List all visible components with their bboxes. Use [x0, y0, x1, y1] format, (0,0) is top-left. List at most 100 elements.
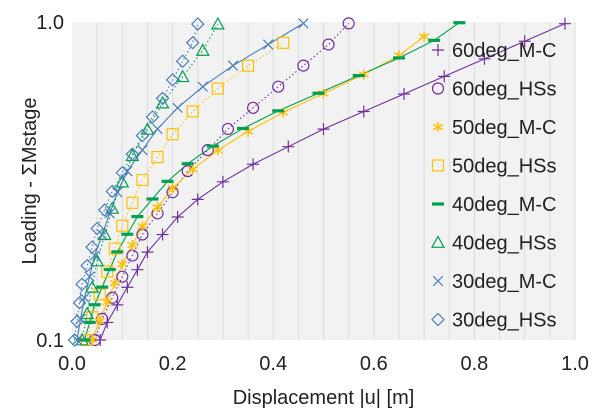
series-line — [81, 23, 219, 341]
data-point — [171, 210, 184, 223]
data-point — [78, 338, 91, 342]
data-point — [190, 17, 205, 31]
legend-marker — [432, 44, 444, 56]
data-point — [137, 221, 148, 232]
data-point — [166, 128, 179, 141]
data-point — [195, 43, 210, 56]
data-point — [109, 278, 120, 289]
data-point — [90, 221, 104, 236]
data-point — [186, 105, 199, 118]
data-point — [103, 267, 116, 272]
data-point — [111, 250, 124, 254]
data-point — [317, 123, 330, 136]
data-point — [272, 80, 285, 93]
data-point — [108, 242, 121, 255]
data-point — [96, 285, 109, 289]
data-point — [75, 332, 90, 346]
legend: 60deg_M-C 60deg_HSs 50deg_M-C 50deg_HSs 40de… — [430, 40, 557, 332]
legend-label: 30deg_M-C — [452, 271, 557, 293]
series-line — [86, 42, 284, 341]
data-point — [126, 196, 139, 209]
data-point — [79, 292, 90, 304]
data-point — [172, 102, 183, 114]
data-point — [227, 60, 239, 71]
data-point — [80, 306, 95, 320]
data-point — [156, 228, 169, 241]
data-point — [121, 281, 134, 294]
data-point — [518, 35, 531, 48]
x-tick-label: 0.8 — [460, 353, 488, 375]
data-point — [297, 59, 310, 72]
data-point — [221, 122, 235, 136]
data-point — [104, 208, 115, 219]
data-point — [116, 219, 129, 232]
data-point — [88, 303, 101, 307]
data-point — [83, 320, 96, 324]
data-point — [185, 35, 200, 50]
data-point — [262, 39, 274, 50]
data-point — [152, 202, 163, 213]
data-point — [152, 123, 163, 135]
data-point — [397, 87, 410, 100]
data-point — [206, 144, 219, 148]
data-point — [246, 101, 260, 114]
data-point — [298, 18, 309, 29]
data-point — [137, 144, 148, 156]
data-point — [165, 72, 180, 87]
legend-marker — [432, 202, 444, 206]
legend-label: 50deg_HSs — [452, 156, 557, 178]
data-point — [151, 151, 164, 164]
data-point — [85, 280, 100, 293]
data-point — [453, 21, 466, 25]
y-tick-label: 1.0 — [36, 12, 64, 34]
data-point — [175, 54, 190, 69]
data-point — [131, 263, 144, 276]
data-point — [175, 69, 190, 83]
data-point — [211, 82, 224, 95]
data-point — [237, 126, 250, 131]
legend-marker — [432, 275, 444, 287]
data-point — [115, 165, 130, 180]
data-point — [72, 295, 87, 310]
data-point — [70, 314, 84, 329]
legend-marker — [431, 159, 445, 172]
y-axis-title: Loading - ΣMstage — [19, 98, 41, 265]
data-point — [155, 95, 170, 109]
series-line — [73, 23, 199, 341]
data-point — [181, 162, 194, 166]
data-point — [116, 270, 129, 283]
x-tick-label: 0.6 — [360, 353, 388, 375]
data-point — [155, 91, 170, 106]
data-point — [392, 56, 405, 60]
legend-marker — [431, 312, 445, 327]
data-point — [322, 38, 335, 51]
data-point — [210, 16, 225, 30]
x-axis-title: Displacement |u| [m] — [233, 387, 415, 409]
data-point — [146, 197, 159, 201]
data-point — [67, 333, 82, 347]
data-point — [438, 70, 451, 83]
legend-label: 30deg_HSs — [452, 310, 557, 332]
legend-label: 60deg_HSs — [452, 79, 557, 101]
legend-marker — [432, 121, 444, 133]
data-point — [216, 175, 229, 188]
x-tick-labels: 0.0 0.2 0.4 0.6 0.8 1.0 — [58, 353, 589, 375]
data-point — [97, 203, 112, 217]
x-tick-label: 0.2 — [159, 353, 187, 375]
x-tick-label: 1.0 — [561, 353, 589, 375]
y-tick-labels: 0.1 1.0 — [36, 12, 64, 352]
data-point — [121, 232, 134, 236]
data-point — [167, 183, 178, 194]
data-point — [145, 110, 160, 124]
data-point — [115, 174, 130, 188]
data-point — [71, 334, 83, 346]
series-line — [76, 22, 304, 341]
data-point — [84, 271, 95, 282]
legend-marker — [431, 82, 445, 95]
x-tick-label: 0.4 — [259, 353, 287, 375]
data-point — [131, 215, 144, 219]
data-point — [117, 259, 128, 270]
data-point — [101, 265, 114, 278]
data-point — [75, 277, 89, 292]
